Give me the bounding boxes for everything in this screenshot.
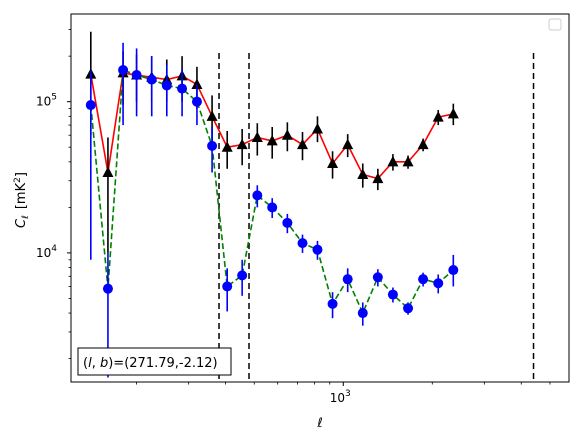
data-point-triangle (387, 155, 399, 167)
y-tick-label: 104 (36, 244, 57, 260)
data-point-circle (312, 244, 323, 255)
data-point-circle (297, 238, 308, 249)
data-point-triangle (281, 129, 293, 140)
x-tick-label: 103 (330, 389, 351, 405)
annotation-l: l (88, 356, 92, 371)
data-point-triangle (102, 166, 114, 178)
y-tick-label-base: 10 (36, 95, 51, 109)
data-point-circle (252, 190, 263, 201)
x-tick-label-base: 10 (330, 391, 345, 405)
data-point-triangle (251, 131, 263, 142)
y-tick-label-base: 10 (36, 246, 51, 260)
data-point-circle (131, 70, 142, 81)
legend-box (548, 18, 562, 31)
data-point-circle (102, 283, 113, 294)
data-point-circle (342, 274, 353, 285)
x-axis-label: ℓ (316, 416, 322, 431)
annotation-b: b (100, 356, 108, 371)
y-tick-label-exponent: 5 (51, 93, 57, 103)
y-axis-label-symbol: C (14, 218, 29, 228)
data-point-circle (85, 100, 96, 111)
data-point-triangle (191, 78, 203, 89)
data-point-triangle (432, 111, 444, 122)
data-point-circle (146, 74, 157, 85)
data-point-circle (387, 289, 398, 300)
y-tick-label: 105 (36, 93, 57, 109)
data-point-circle (207, 140, 218, 151)
data-point-circle (403, 303, 414, 314)
y-tick-label-exponent: 4 (51, 244, 57, 254)
y-axis-label-unit-superscript: 2 (13, 177, 23, 183)
data-point-triangle (447, 107, 459, 119)
data-point-circle (327, 298, 338, 309)
data-point-triangle (402, 155, 414, 167)
data-point-triangle (221, 141, 233, 152)
data-point-circle (282, 217, 293, 228)
annotation-open: ( (83, 356, 88, 371)
data-point-triangle (297, 138, 309, 150)
series-layer (85, 31, 459, 378)
data-point-circle (267, 202, 278, 213)
series-1 (85, 42, 459, 378)
data-point-triangle (206, 110, 218, 121)
annotation-box (77, 347, 232, 376)
data-point-triangle (342, 138, 354, 150)
data-point-triangle (266, 134, 278, 146)
y-axis-label-unit: [mK (14, 182, 29, 209)
data-point-triangle (236, 138, 248, 150)
data-point-circle (418, 274, 429, 285)
data-point-triangle (417, 138, 429, 150)
x-tick-label-exponent: 3 (345, 389, 351, 399)
data-point-circle (161, 80, 172, 91)
annotation-text: (l, b)=(271.79,-2.12) (83, 356, 218, 371)
data-point-triangle (327, 157, 339, 169)
data-point-circle (191, 96, 202, 107)
data-point-circle (448, 265, 459, 276)
data-point-triangle (357, 168, 369, 179)
data-point-triangle (311, 122, 323, 134)
data-point-circle (177, 83, 188, 94)
data-point-circle (222, 281, 233, 292)
y-axis-label-subscript: ℓ (21, 215, 31, 220)
y-axis-label-unit-close: ] (14, 172, 29, 177)
plot-frame (70, 13, 570, 383)
data-point-circle (372, 272, 383, 283)
annotation-values: )=(271.79,-2.12) (108, 356, 217, 371)
data-point-circle (118, 64, 129, 75)
y-axis-label: Cℓ [mK2] (13, 172, 31, 228)
data-point-triangle (372, 172, 384, 184)
plot-area (71, 14, 569, 382)
data-point-circle (433, 278, 444, 289)
data-point-circle (237, 270, 248, 281)
annotation-comma: , (92, 356, 100, 371)
data-point-circle (357, 308, 368, 319)
